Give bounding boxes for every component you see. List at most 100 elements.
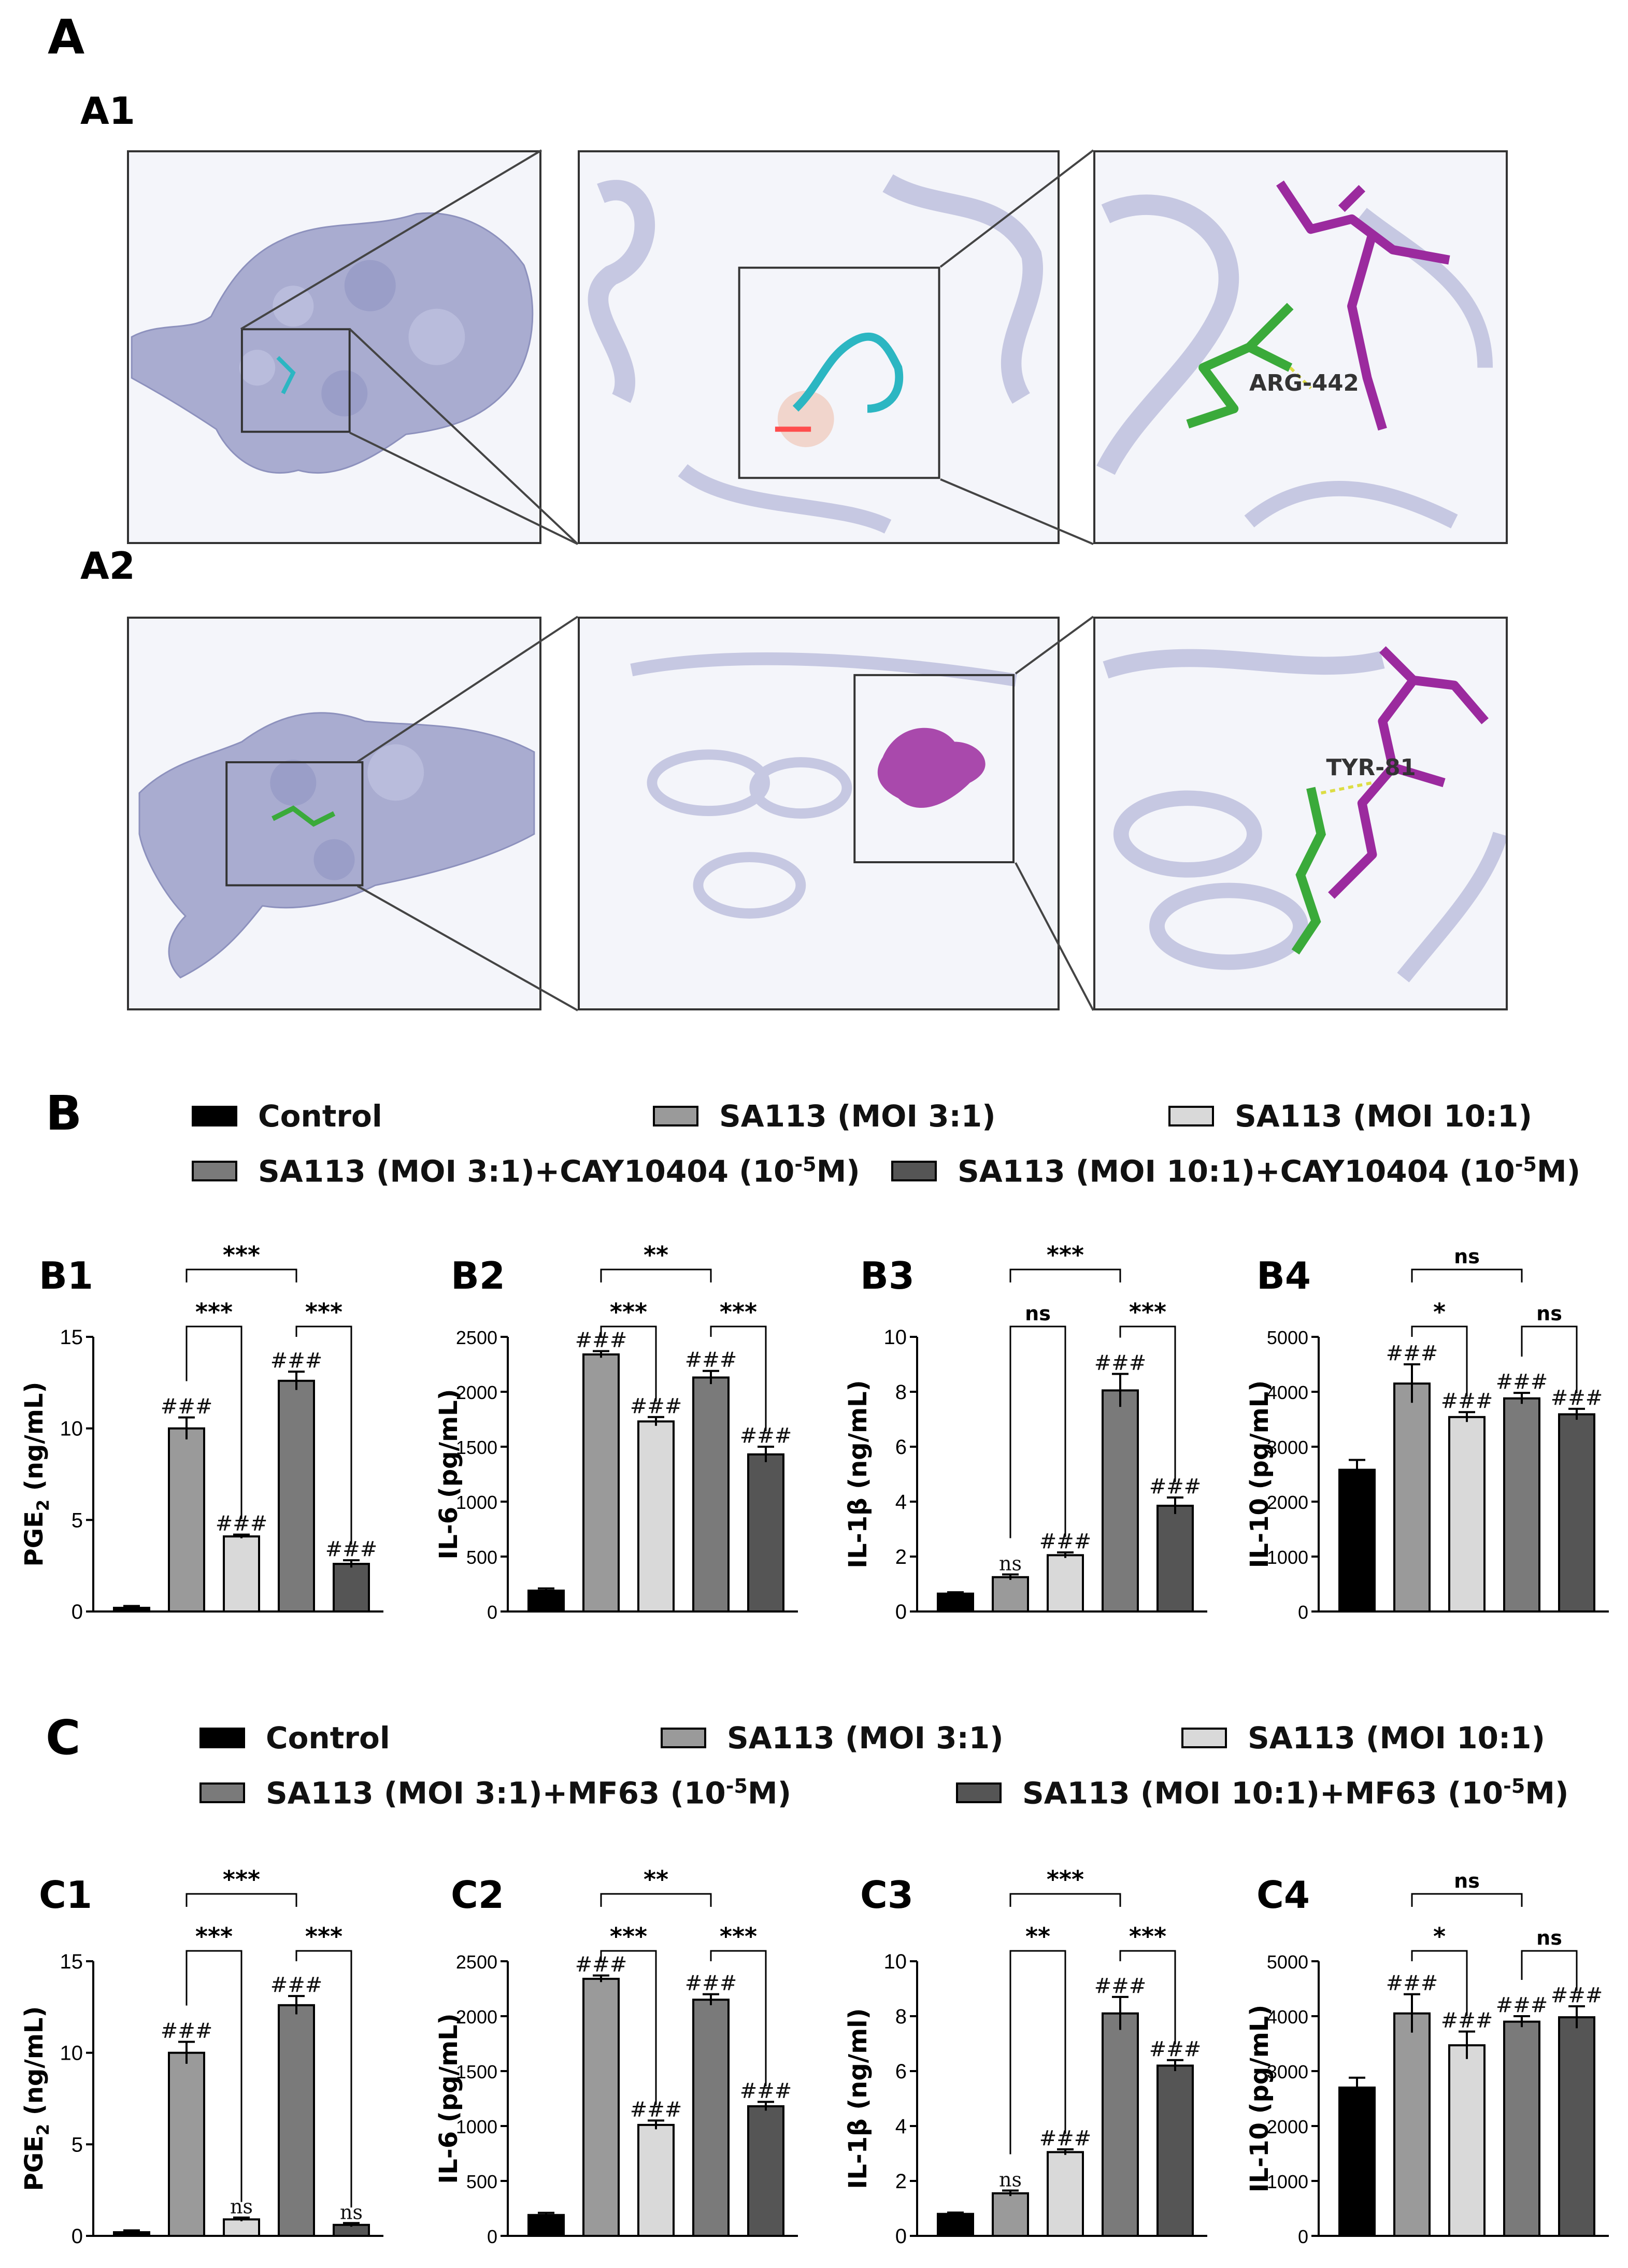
panel-label-b: B bbox=[46, 1086, 82, 1141]
bracket-label: *** bbox=[305, 1922, 342, 1950]
y-axis-label: IL-6 (pg/mL) bbox=[434, 1389, 463, 1559]
y-tick-label: 1500 bbox=[456, 2061, 497, 2082]
bracket-label: *** bbox=[610, 1922, 647, 1950]
significance-label: ### bbox=[1094, 1351, 1147, 1375]
bar bbox=[278, 2004, 315, 2237]
bracket-label: ** bbox=[644, 1241, 668, 1269]
bar bbox=[1503, 1397, 1540, 1613]
y-axis-label: IL-1β (ng/ml) bbox=[844, 2008, 873, 2189]
zoom-connectors bbox=[240, 149, 1094, 1011]
significance-bracket bbox=[1009, 1268, 1121, 1282]
significance-bracket bbox=[185, 1950, 242, 2202]
y-tick-label: 0 bbox=[895, 1601, 907, 1623]
significance-label: ### bbox=[161, 1394, 213, 1418]
bracket-label: *** bbox=[195, 1922, 233, 1950]
significance-bracket bbox=[1009, 1950, 1066, 2155]
y-tick-label: 4 bbox=[895, 2115, 907, 2138]
y-tick-label: 0 bbox=[1298, 1602, 1308, 1623]
bar bbox=[333, 1563, 370, 1613]
panel-label-a: A bbox=[48, 9, 85, 65]
significance-label: ### bbox=[161, 2019, 213, 2043]
bar bbox=[1503, 2020, 1540, 2237]
significance-label: ### bbox=[1386, 1342, 1438, 1365]
significance-bracket bbox=[185, 1893, 297, 1907]
bar bbox=[582, 1977, 620, 2237]
significance-label: ### bbox=[1496, 1993, 1548, 2017]
panel-label-c4: C4 bbox=[1256, 1873, 1310, 1917]
legend-label: SA113 (MOI 10:1)+CAY10404 (10-5M) bbox=[958, 1153, 1581, 1189]
bar bbox=[223, 2218, 260, 2237]
bar bbox=[637, 2123, 675, 2237]
chart-b4: 0 1000 2000 3000 4000 5000 IL-10 (pg/mL) ### ###… bbox=[1241, 1233, 1609, 1640]
legend-b-sa113-3-cay: SA113 (MOI 3:1)+CAY10404 (10-5M) bbox=[192, 1153, 860, 1189]
y-tick-label: 4000 bbox=[1267, 2006, 1308, 2028]
bracket-label: *** bbox=[610, 1298, 647, 1326]
significance-bracket bbox=[600, 1893, 712, 1907]
y-tick-label: 500 bbox=[466, 1547, 497, 1568]
panel-label-b1: B1 bbox=[39, 1254, 93, 1297]
y-tick-label: 2 bbox=[895, 1546, 907, 1568]
legend-label: Control bbox=[266, 1720, 390, 1756]
y-tick-label: 1500 bbox=[456, 1437, 497, 1458]
bar bbox=[937, 1592, 974, 1613]
significance-bracket bbox=[1521, 1325, 1578, 1393]
y-tick-label: 10 bbox=[60, 2042, 83, 2065]
significance-bracket bbox=[185, 1325, 242, 1519]
significance-bracket bbox=[1411, 1893, 1523, 1907]
bar bbox=[168, 2051, 205, 2237]
y-tick-label: 6 bbox=[895, 1436, 907, 1459]
y-axis-label: IL-1β (ng/mL) bbox=[844, 1380, 873, 1568]
a2-binding-site-image bbox=[578, 617, 1060, 1010]
legend-label: SA113 (MOI 10:1) bbox=[1248, 1720, 1545, 1756]
significance-label: ### bbox=[1386, 1972, 1438, 1995]
y-tick-label: 5000 bbox=[1267, 1951, 1308, 1973]
legend-swatch bbox=[1181, 1728, 1227, 1748]
y-tick-label: 0 bbox=[1298, 2226, 1308, 2247]
y-tick-label: 0 bbox=[487, 1602, 497, 1623]
bar bbox=[1448, 1416, 1486, 1613]
y-tick-label: 0 bbox=[895, 2225, 907, 2248]
bar bbox=[527, 2214, 565, 2237]
legend-swatch bbox=[891, 1160, 937, 1181]
panel-label-c: C bbox=[46, 1710, 81, 1765]
bracket-label: * bbox=[1433, 1298, 1446, 1326]
significance-bracket bbox=[1411, 1325, 1468, 1397]
bar bbox=[1393, 1382, 1431, 1613]
legend-label: SA113 (MOI 10:1) bbox=[1235, 1099, 1532, 1134]
chart-c2: 0 500 1000 1500 2000 2500 IL-6 (pg/mL) ### ### ##… bbox=[430, 1858, 798, 2264]
bracket-label: ns bbox=[1536, 1927, 1562, 1949]
y-tick-label: 2500 bbox=[456, 1327, 497, 1348]
legend-c-control: Control bbox=[199, 1720, 390, 1756]
legend-label: SA113 (MOI 3:1) bbox=[719, 1099, 996, 1134]
y-tick-label: 3000 bbox=[1267, 2061, 1308, 2082]
bar bbox=[992, 2192, 1029, 2237]
legend-b-sa113-3: SA113 (MOI 3:1) bbox=[653, 1099, 996, 1134]
panel-label-a1: A1 bbox=[80, 89, 135, 133]
significance-bracket bbox=[295, 1325, 352, 1545]
significance-bracket bbox=[1009, 1893, 1121, 1907]
legend-label: SA113 (MOI 3:1) bbox=[727, 1720, 1004, 1756]
bar bbox=[1558, 2016, 1595, 2237]
bar bbox=[637, 1420, 675, 1613]
significance-label: ### bbox=[270, 1349, 323, 1373]
chart-b1: 0 5 10 15 PGE2 (ng/mL) ### ### ### ### *** *** *** bbox=[16, 1233, 383, 1640]
residue-label-tyr: TYR-81 bbox=[1326, 755, 1416, 781]
significance-bracket bbox=[295, 1950, 352, 2208]
legend-b-control: Control bbox=[192, 1099, 382, 1134]
legend-c-sa113-10: SA113 (MOI 10:1) bbox=[1181, 1720, 1545, 1756]
y-tick-label: 6 bbox=[895, 2060, 907, 2083]
bar bbox=[1338, 2086, 1376, 2237]
significance-bracket bbox=[1411, 1268, 1523, 1282]
significance-bracket bbox=[1009, 1325, 1066, 1538]
y-axis-label: IL-6 (pg/mL) bbox=[434, 2013, 463, 2184]
bar bbox=[582, 1353, 620, 1613]
y-axis-label: IL-10 (pg/mL) bbox=[1245, 2005, 1274, 2193]
y-tick-label: 1000 bbox=[456, 2116, 497, 2137]
y-tick-label: 2000 bbox=[456, 1382, 497, 1403]
significance-bracket bbox=[710, 1950, 767, 2087]
significance-bracket bbox=[1411, 1950, 1468, 2016]
bracket-label: *** bbox=[720, 1298, 757, 1326]
